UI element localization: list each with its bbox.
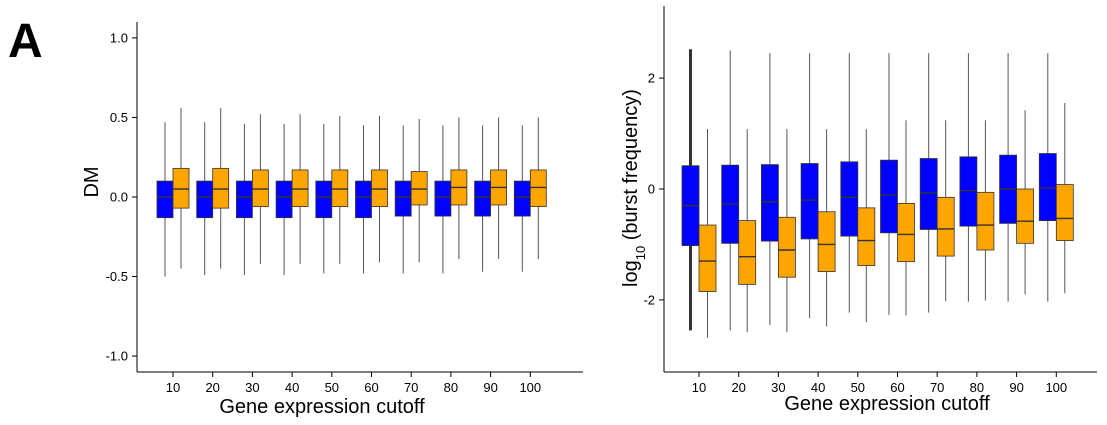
dm-x-tick-label: 70 bbox=[404, 380, 418, 395]
dm-x-tick-label: 20 bbox=[205, 380, 219, 395]
dm-y-tick-label: 1.0 bbox=[110, 30, 128, 45]
dm-box-series-group bbox=[156, 107, 547, 277]
burst-box-orange bbox=[1016, 188, 1034, 244]
dm-box-blue bbox=[355, 180, 372, 219]
dm-y-tick-label: -1.0 bbox=[106, 349, 128, 364]
dm-box-orange bbox=[410, 171, 428, 206]
dm-box-blue bbox=[315, 180, 333, 219]
burst-box-blue bbox=[800, 163, 819, 240]
burst-box-orange bbox=[738, 220, 757, 285]
dm-x-tick-label: 60 bbox=[364, 380, 378, 395]
burst-x-tick-label: 90 bbox=[1009, 380, 1023, 395]
dm-x-tick-label: 40 bbox=[285, 380, 299, 395]
burst-box-blue bbox=[1038, 153, 1057, 222]
dm-x-tick-label: 50 bbox=[325, 380, 339, 395]
burst-x-tick-label: 70 bbox=[930, 380, 944, 395]
dm-box-blue bbox=[235, 180, 253, 219]
dm-box-blue bbox=[513, 180, 531, 217]
burst-x-tick-label: 20 bbox=[731, 380, 745, 395]
burst-x-tick-label: 40 bbox=[811, 380, 825, 395]
burst-x-tick-label: 10 bbox=[692, 380, 706, 395]
burst-y-ticks: -2 0 2 bbox=[643, 71, 664, 307]
burst-box-orange bbox=[936, 196, 955, 257]
dm-box-orange bbox=[529, 169, 547, 207]
burst-box-blue bbox=[761, 164, 779, 242]
dm-box-orange bbox=[291, 169, 309, 207]
dm-box-blue bbox=[275, 180, 293, 219]
burst-x-tick-label: 100 bbox=[1045, 380, 1067, 395]
dm-x-tick-label: 10 bbox=[166, 380, 180, 395]
dm-x-tick-label: 100 bbox=[519, 380, 541, 395]
dm-boxplot: -1.0-0.50.00.51.0 10 20 30 40 50 60 70 80 90 100 … bbox=[81, 22, 583, 418]
burst-box-blue bbox=[919, 158, 938, 230]
dm-box-blue bbox=[394, 180, 412, 217]
burst-x-axis-label: Gene expression cutoff bbox=[784, 393, 990, 415]
dm-box-orange bbox=[371, 169, 388, 207]
dm-y-ticks: -1.0 -0.5 0.0 0.5 1.0 bbox=[106, 30, 137, 364]
burst-box-blue bbox=[840, 161, 859, 237]
dm-x-ticks: 10 20 30 40 50 60 70 80 90 100 bbox=[166, 372, 541, 395]
burst-y-tick-label: 0 bbox=[648, 182, 655, 197]
burst-x-tick-label: 50 bbox=[851, 380, 865, 395]
dm-x-tick-label: 30 bbox=[245, 380, 259, 395]
burst-box-orange bbox=[778, 216, 796, 278]
burst-box-series-group bbox=[681, 49, 1074, 338]
burst-y-tick-label: -2 bbox=[643, 292, 655, 307]
burst-box-blue bbox=[880, 159, 898, 234]
dm-y-tick-label: 0.5 bbox=[110, 110, 128, 125]
burst-frequency-boxplot: -2 0 2 10 20 30 40 50 60 70 80 90 100 Gene expressi… bbox=[620, 6, 1097, 415]
dm-y-tick-label: -0.5 bbox=[106, 269, 128, 284]
dm-box-blue bbox=[156, 180, 174, 219]
dm-box-orange bbox=[331, 169, 349, 207]
dm-box-orange bbox=[172, 167, 190, 209]
burst-y-tick-label: 2 bbox=[648, 71, 655, 86]
burst-box-orange bbox=[897, 203, 915, 263]
burst-box-orange bbox=[857, 207, 876, 266]
dm-x-tick-label: 80 bbox=[444, 380, 458, 395]
burst-box-orange bbox=[976, 191, 995, 251]
burst-box-orange bbox=[698, 224, 717, 292]
burst-x-tick-label: 60 bbox=[890, 380, 904, 395]
burst-box-blue bbox=[959, 156, 978, 227]
dm-box-orange bbox=[251, 169, 269, 207]
dm-y-tick-label: 0.0 bbox=[110, 190, 128, 205]
dm-box-orange bbox=[212, 167, 230, 209]
burst-x-ticks: 10 20 30 40 50 60 70 80 90 100 bbox=[692, 372, 1067, 395]
dm-box-blue bbox=[196, 180, 214, 219]
dm-box-blue bbox=[474, 180, 492, 217]
dm-box-blue bbox=[434, 180, 452, 217]
burst-box-orange bbox=[1055, 184, 1074, 241]
panel-label: A bbox=[8, 15, 43, 68]
dm-x-tick-label: 90 bbox=[483, 380, 497, 395]
burst-box-orange bbox=[817, 211, 836, 273]
dm-y-axis-label: DM bbox=[81, 166, 103, 197]
dm-x-axis-label: Gene expression cutoff bbox=[219, 396, 425, 418]
burst-x-tick-label: 80 bbox=[970, 380, 984, 395]
burst-y-axis-label: log10 (burst frequency) bbox=[620, 89, 648, 287]
burst-x-tick-label: 30 bbox=[771, 380, 785, 395]
